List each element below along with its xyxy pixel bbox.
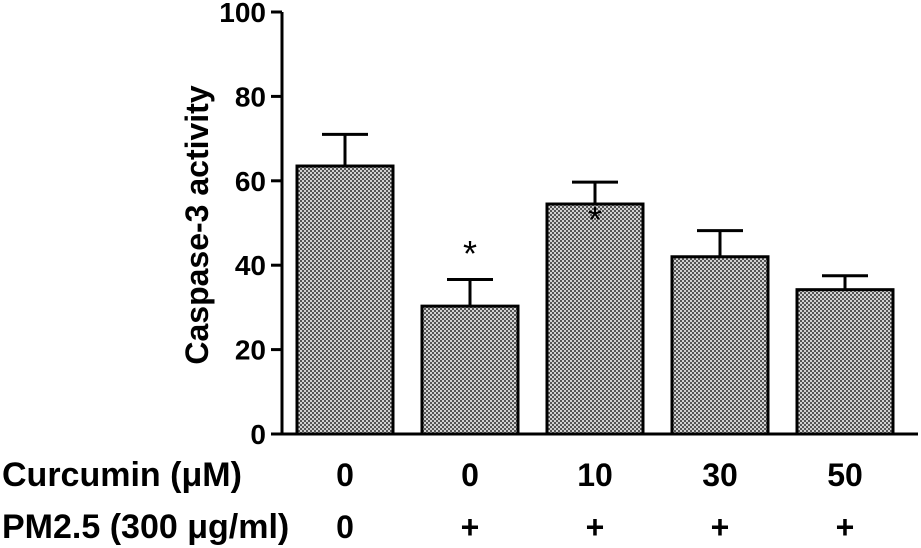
category-labels-group: 0 0 0 +10 +30 +50 + [336, 457, 863, 545]
significance-annotations: ** [463, 199, 602, 274]
y-tick-label: 60 [235, 166, 266, 197]
y-tick-label: 20 [235, 335, 266, 366]
error-bar-4 [697, 229, 743, 257]
category-label: + [586, 509, 605, 545]
bar-1 [295, 164, 395, 436]
category-label: + [836, 509, 855, 545]
category-label: 30 [702, 457, 738, 493]
y-tick-label: 0 [250, 419, 266, 450]
error-bar-3 [572, 180, 618, 205]
bar-4 [670, 255, 770, 436]
error-bar-5 [822, 274, 868, 290]
bar-5 [795, 288, 895, 436]
y-tick-label: 100 [219, 0, 266, 28]
y-tick-label: 80 [235, 81, 266, 112]
bar-2 [420, 304, 520, 436]
significance-asterisk: * [588, 199, 602, 240]
y-tick-label: 40 [235, 250, 266, 281]
row-label-curcumin: Curcumin (μM) [2, 456, 242, 494]
category-label: 0 [336, 457, 354, 493]
error-bar-2 [447, 278, 493, 307]
error-bars-group [322, 132, 868, 307]
row-label-pm25: PM2.5 (300 μg/ml) [2, 508, 289, 546]
category-label: 10 [577, 457, 613, 493]
category-label: 50 [827, 457, 863, 493]
axes-group [280, 12, 918, 436]
y-ticks-group: 0 20 40 60 80 100 [219, 0, 282, 450]
y-axis-label: Caspase-3 activity [179, 85, 215, 364]
category-label: 0 [336, 509, 354, 545]
category-label: + [461, 509, 480, 545]
category-label: 0 [461, 457, 479, 493]
category-label: + [711, 509, 730, 545]
error-bar-1 [322, 132, 368, 167]
significance-asterisk: * [463, 233, 477, 274]
